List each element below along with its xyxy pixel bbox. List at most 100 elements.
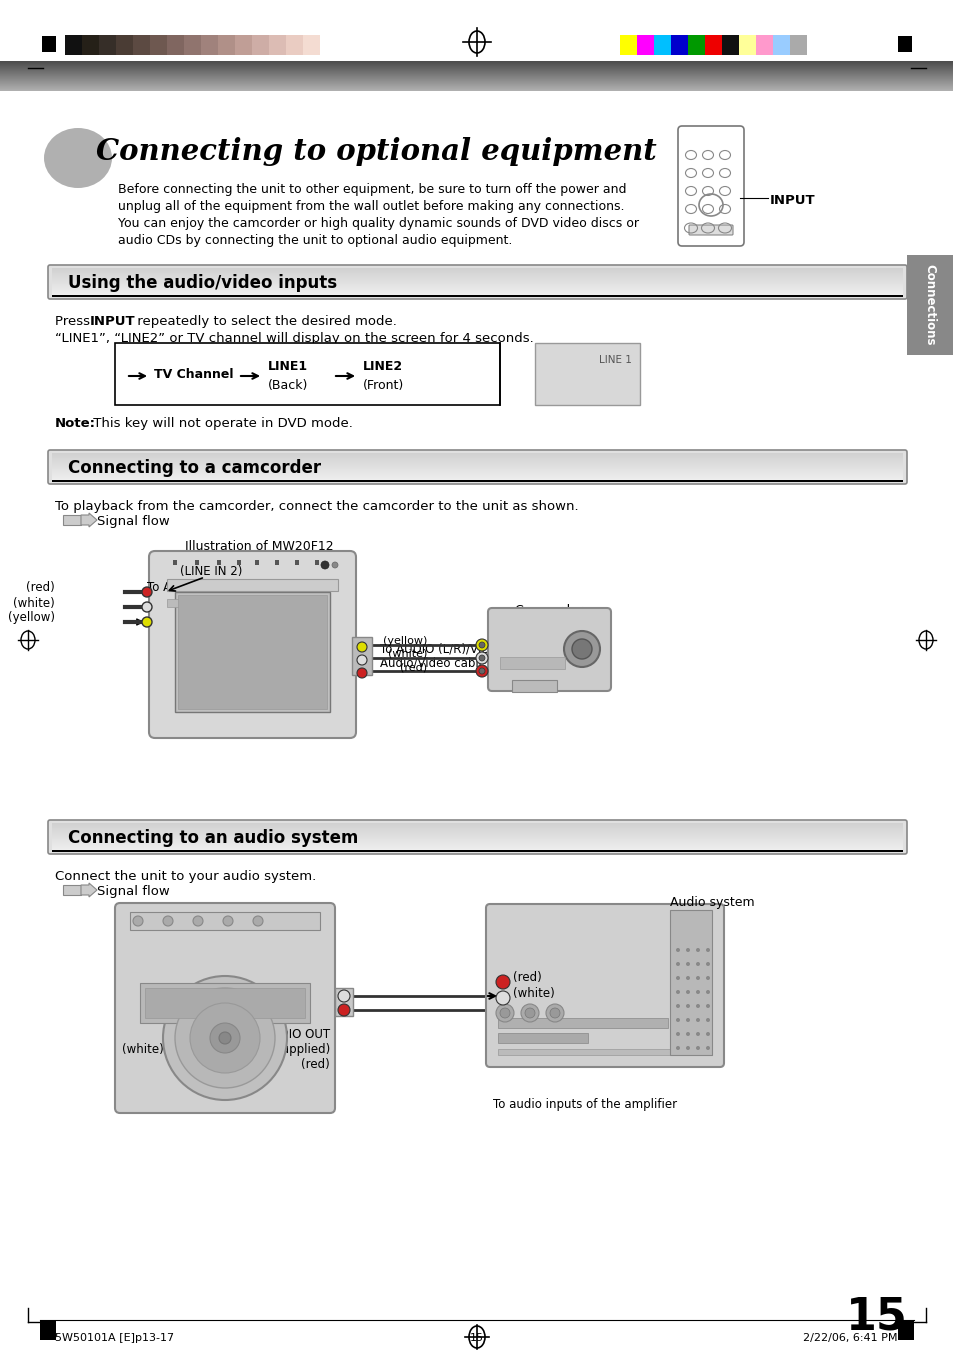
Text: To AUDIO (L/R)/VIDEO IN: To AUDIO (L/R)/VIDEO IN: [147, 580, 290, 593]
Circle shape: [676, 1032, 679, 1036]
Bar: [52, 480, 902, 482]
FancyBboxPatch shape: [688, 226, 732, 235]
Text: audio CDs by connecting the unit to optional audio equipment.: audio CDs by connecting the unit to opti…: [118, 234, 512, 247]
Bar: [65, 35, 82, 55]
Bar: [535, 343, 639, 405]
Text: Connections: Connections: [923, 265, 936, 346]
Bar: [897, 1320, 913, 1340]
Text: LINE 1: LINE 1: [598, 355, 631, 365]
Bar: [218, 35, 234, 55]
Bar: [167, 35, 184, 55]
Bar: [512, 680, 557, 692]
Circle shape: [685, 975, 689, 979]
Bar: [172, 561, 177, 565]
Text: (red): (red): [513, 971, 541, 985]
Bar: [40, 1320, 56, 1340]
FancyBboxPatch shape: [678, 126, 743, 246]
Circle shape: [190, 1002, 260, 1073]
Bar: [497, 1019, 667, 1028]
Text: (red): (red): [399, 662, 427, 671]
Circle shape: [696, 975, 700, 979]
Circle shape: [132, 916, 143, 925]
Text: To AUDIO (L/R)/VIDEO OUT: To AUDIO (L/R)/VIDEO OUT: [379, 642, 536, 655]
Text: LINE1: LINE1: [268, 359, 308, 373]
Text: Illustration of MW20F12: Illustration of MW20F12: [185, 540, 334, 553]
Bar: [99, 35, 116, 55]
Text: 2/22/06, 6:41 PM: 2/22/06, 6:41 PM: [802, 1333, 897, 1343]
Circle shape: [572, 639, 592, 659]
FancyBboxPatch shape: [488, 608, 610, 690]
Bar: [704, 35, 721, 55]
Bar: [167, 580, 337, 590]
Circle shape: [696, 1019, 700, 1021]
Bar: [274, 561, 278, 565]
Circle shape: [685, 1019, 689, 1021]
Circle shape: [696, 990, 700, 994]
Circle shape: [193, 916, 203, 925]
Circle shape: [337, 990, 350, 1002]
Circle shape: [142, 586, 152, 597]
Circle shape: [478, 655, 484, 661]
Circle shape: [676, 975, 679, 979]
Text: Using the audio/video inputs: Using the audio/video inputs: [68, 274, 336, 292]
Bar: [42, 36, 56, 51]
Circle shape: [163, 916, 172, 925]
Text: 15: 15: [470, 1333, 483, 1343]
Circle shape: [705, 948, 709, 952]
Bar: [269, 35, 286, 55]
Text: LINE2: LINE2: [363, 359, 403, 373]
Circle shape: [696, 1032, 700, 1036]
Bar: [497, 1034, 587, 1043]
Bar: [63, 885, 81, 894]
Bar: [497, 1048, 711, 1055]
Bar: [303, 35, 319, 55]
Circle shape: [696, 1004, 700, 1008]
Bar: [789, 35, 806, 55]
Circle shape: [520, 1004, 538, 1021]
FancyBboxPatch shape: [48, 450, 906, 484]
Text: Signal flow: Signal flow: [97, 516, 170, 528]
Bar: [294, 561, 298, 565]
Bar: [201, 35, 218, 55]
Bar: [234, 35, 252, 55]
Circle shape: [163, 975, 287, 1100]
Circle shape: [524, 1008, 535, 1019]
FancyArrow shape: [81, 884, 97, 897]
Text: Signal flow: Signal flow: [97, 885, 170, 898]
Circle shape: [356, 667, 367, 678]
Circle shape: [332, 562, 337, 567]
Bar: [174, 592, 330, 712]
Circle shape: [563, 631, 599, 667]
Text: To ANALOG AUDIO OUT: To ANALOG AUDIO OUT: [193, 1028, 330, 1042]
Bar: [314, 561, 318, 565]
Circle shape: [685, 948, 689, 952]
Circle shape: [705, 1019, 709, 1021]
Circle shape: [496, 975, 510, 989]
Bar: [499, 657, 564, 669]
Bar: [116, 35, 132, 55]
Text: (red): (red): [27, 581, 55, 594]
Circle shape: [696, 1046, 700, 1050]
Bar: [236, 561, 241, 565]
Bar: [319, 35, 336, 55]
Text: Connect the unit to your audio system.: Connect the unit to your audio system.: [55, 870, 315, 884]
Bar: [687, 35, 704, 55]
Bar: [145, 988, 305, 1019]
Text: (yellow): (yellow): [382, 636, 427, 646]
Text: 15: 15: [845, 1296, 907, 1337]
Circle shape: [320, 561, 329, 569]
Bar: [130, 912, 319, 929]
Circle shape: [705, 1046, 709, 1050]
Circle shape: [356, 642, 367, 653]
Text: (LINE IN 2): (LINE IN 2): [180, 565, 242, 578]
Circle shape: [676, 990, 679, 994]
Text: Press: Press: [55, 315, 94, 328]
Text: Connecting to a camcorder: Connecting to a camcorder: [68, 459, 321, 477]
Bar: [140, 984, 310, 1023]
Circle shape: [676, 1019, 679, 1021]
FancyBboxPatch shape: [48, 265, 906, 299]
Circle shape: [685, 1004, 689, 1008]
Circle shape: [545, 1004, 563, 1021]
Text: (white): (white): [387, 648, 427, 659]
Circle shape: [685, 1032, 689, 1036]
